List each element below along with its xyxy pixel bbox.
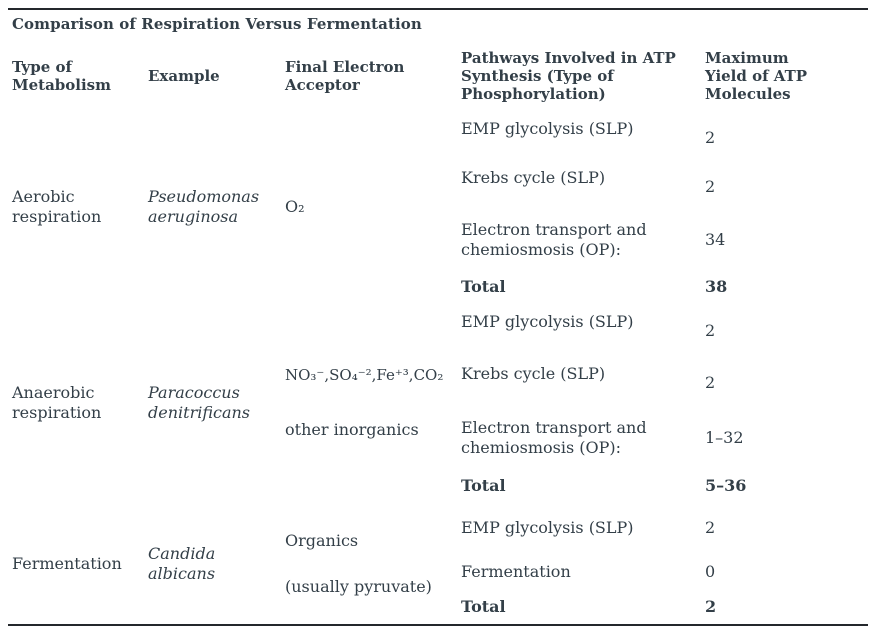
pathway-value: 0 [705, 561, 716, 581]
column-header-example: Example [148, 66, 220, 85]
metabolism-cell: Fermentation [12, 503, 148, 624]
acceptor-line: Organics [285, 530, 359, 550]
pathway-label: EMP glycolysis (SLP) [461, 118, 634, 138]
top-rule [8, 8, 868, 10]
pathway-subtable: EMP glycolysis (SLP) 2 Krebs cycle (SLP)… [461, 303, 868, 503]
pathway-label: Electron transport and chemiosmosis (OP)… [461, 417, 647, 457]
pathway-label: EMP glycolysis (SLP) [461, 312, 634, 331]
metabolism-label: Aerobic respiration [12, 186, 102, 226]
electron-acceptor-cell: NO₃⁻,SO₄⁻²,Fe⁺³,CO₂ other inorganics [285, 303, 461, 503]
pathway-subtable: EMP glycolysis (SLP) 2 Krebs cycle (SLP)… [461, 110, 868, 303]
column-header-final-electron-acceptor: Final Electron Acceptor [285, 57, 405, 94]
pathway-label: Krebs cycle (SLP) [461, 167, 606, 187]
pathway-value: 2 [705, 518, 716, 537]
example-cell: Pseudomonas aeruginosa [148, 110, 285, 303]
example-label: Pseudomonas aeruginosa [148, 186, 260, 226]
example-cell: Candida albicans [148, 503, 285, 624]
table-title: Comparison of Respiration Versus Ferment… [12, 15, 422, 33]
pathway-total-value: 38 [705, 277, 728, 296]
pathway-value: 1–32 [705, 427, 744, 447]
pathway-total-label: Total [461, 597, 506, 616]
pathway-total-value: 5–36 [705, 476, 747, 495]
pathway-label: Electron transport and chemiosmosis (OP)… [461, 219, 647, 259]
metabolism-label: Anaerobic respiration [12, 383, 102, 422]
pathway-label: Krebs cycle (SLP) [461, 363, 606, 383]
pathway-total-value: 2 [705, 597, 717, 616]
acceptor-line: O₂ [285, 196, 305, 216]
pathway-total-label: Total [461, 476, 506, 495]
pathway-value: 34 [705, 229, 726, 249]
electron-acceptor-cell: O₂ [285, 110, 461, 303]
comparison-table: Type of Metabolism Example Final Electro… [12, 42, 868, 624]
metabolism-label: Fermentation [12, 553, 122, 573]
pathway-value: 2 [705, 127, 716, 147]
electron-acceptor-cell: Organics (usually pyruvate) [285, 503, 461, 624]
metabolism-cell: Aerobic respiration [12, 110, 148, 303]
column-header-max-yield: Maximum Yield of ATP Molecules [705, 48, 808, 104]
example-label: Paracoccus denitrificans [148, 383, 251, 422]
example-cell: Paracoccus denitrificans [148, 303, 285, 503]
pathway-subtable: EMP glycolysis (SLP) 2 Fermentation 0 To… [461, 503, 868, 624]
acceptor-line: other inorganics [285, 420, 419, 440]
pathway-label: EMP glycolysis (SLP) [461, 518, 634, 537]
acceptor-formula: NO₃⁻,SO₄⁻²,Fe⁺³,CO₂ [285, 365, 444, 384]
pathway-value: 2 [705, 321, 716, 340]
pathway-value: 2 [705, 176, 716, 196]
pathway-value: 2 [705, 372, 716, 392]
column-header-pathways: Pathways Involved in ATP Synthesis (Type… [461, 48, 676, 104]
pathway-label: Fermentation [461, 561, 571, 581]
example-label: Candida albicans [148, 543, 216, 583]
metabolism-cell: Anaerobic respiration [12, 303, 148, 503]
bottom-rule [8, 624, 868, 626]
pathway-total-label: Total [461, 277, 506, 296]
acceptor-line: (usually pyruvate) [285, 576, 432, 596]
column-header-type-of-metabolism: Type of Metabolism [12, 57, 112, 94]
